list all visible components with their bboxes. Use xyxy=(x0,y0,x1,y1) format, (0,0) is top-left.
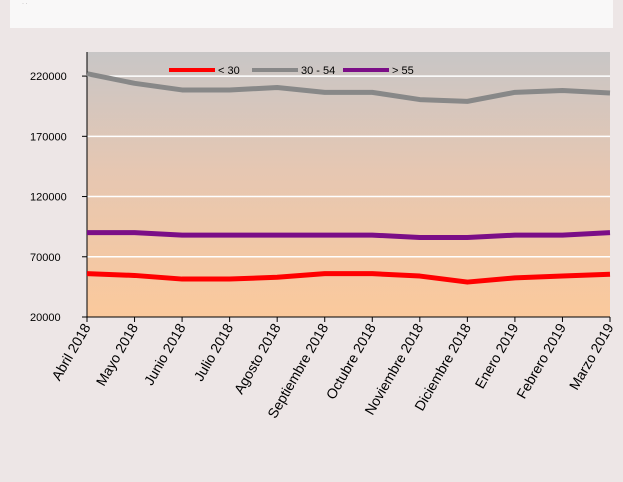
x-tick-label: Febrero 2019 xyxy=(513,320,569,401)
y-tick-label: 170000 xyxy=(30,131,67,143)
series-line xyxy=(86,71,611,104)
gridlines xyxy=(87,75,610,258)
y-axis: 20000 70000 120000 170000 220000 xyxy=(30,52,88,324)
legend-label: < 30 xyxy=(218,65,240,77)
series-line xyxy=(87,230,611,240)
header-text: · · xyxy=(22,1,28,7)
header-band: · · xyxy=(10,0,613,28)
x-tick-label: Marzo 2019 xyxy=(566,320,617,392)
x-tick-label: Mayo 2018 xyxy=(93,320,142,388)
x-tick-label: Julio 2018 xyxy=(190,320,236,383)
y-tick-label: 70000 xyxy=(30,252,61,264)
y-tick-label: 20000 xyxy=(30,312,61,324)
y-tick-label: 120000 xyxy=(30,192,67,204)
x-tick-label: Enero 2019 xyxy=(471,320,521,391)
legend-label: > 55 xyxy=(392,65,414,77)
x-tick-label: Junio 2018 xyxy=(141,320,189,388)
legend-label: 30 - 54 xyxy=(301,65,335,77)
series-group xyxy=(86,71,611,285)
y-tick-label: 220000 xyxy=(30,71,67,83)
x-tick-label: Octubre 2018 xyxy=(323,320,379,402)
x-tick-label: Agosto 2018 xyxy=(231,320,284,396)
series-line xyxy=(86,271,611,285)
legend: < 30 30 - 54 > 55 xyxy=(169,65,414,77)
x-tick-label: Abril 2018 xyxy=(48,320,93,383)
x-axis: Abril 2018 Mayo 2018 Junio 2018 Julio 2018A… xyxy=(48,316,617,421)
